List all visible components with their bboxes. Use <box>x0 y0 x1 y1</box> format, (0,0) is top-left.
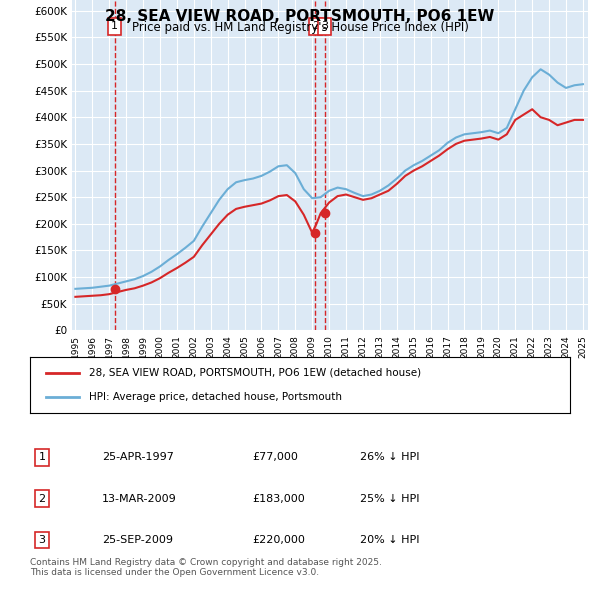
Text: 2: 2 <box>38 494 46 503</box>
Text: HPI: Average price, detached house, Portsmouth: HPI: Average price, detached house, Port… <box>89 392 343 402</box>
Text: 1: 1 <box>38 453 46 462</box>
Text: 3: 3 <box>321 21 328 31</box>
Text: Contains HM Land Registry data © Crown copyright and database right 2025.
This d: Contains HM Land Registry data © Crown c… <box>30 558 382 577</box>
Text: £183,000: £183,000 <box>252 494 305 503</box>
Text: 28, SEA VIEW ROAD, PORTSMOUTH, PO6 1EW (detached house): 28, SEA VIEW ROAD, PORTSMOUTH, PO6 1EW (… <box>89 368 422 378</box>
Text: £220,000: £220,000 <box>252 535 305 545</box>
Text: £77,000: £77,000 <box>252 453 298 462</box>
Text: 20% ↓ HPI: 20% ↓ HPI <box>360 535 419 545</box>
Text: 25-APR-1997: 25-APR-1997 <box>102 453 174 462</box>
Text: 3: 3 <box>38 535 46 545</box>
Text: 1: 1 <box>111 21 118 31</box>
Text: 13-MAR-2009: 13-MAR-2009 <box>102 494 177 503</box>
Text: 25-SEP-2009: 25-SEP-2009 <box>102 535 173 545</box>
Text: 2: 2 <box>312 21 319 31</box>
Text: Price paid vs. HM Land Registry's House Price Index (HPI): Price paid vs. HM Land Registry's House … <box>131 21 469 34</box>
Text: 25% ↓ HPI: 25% ↓ HPI <box>360 494 419 503</box>
Text: 26% ↓ HPI: 26% ↓ HPI <box>360 453 419 462</box>
Text: 28, SEA VIEW ROAD, PORTSMOUTH, PO6 1EW: 28, SEA VIEW ROAD, PORTSMOUTH, PO6 1EW <box>106 9 494 24</box>
